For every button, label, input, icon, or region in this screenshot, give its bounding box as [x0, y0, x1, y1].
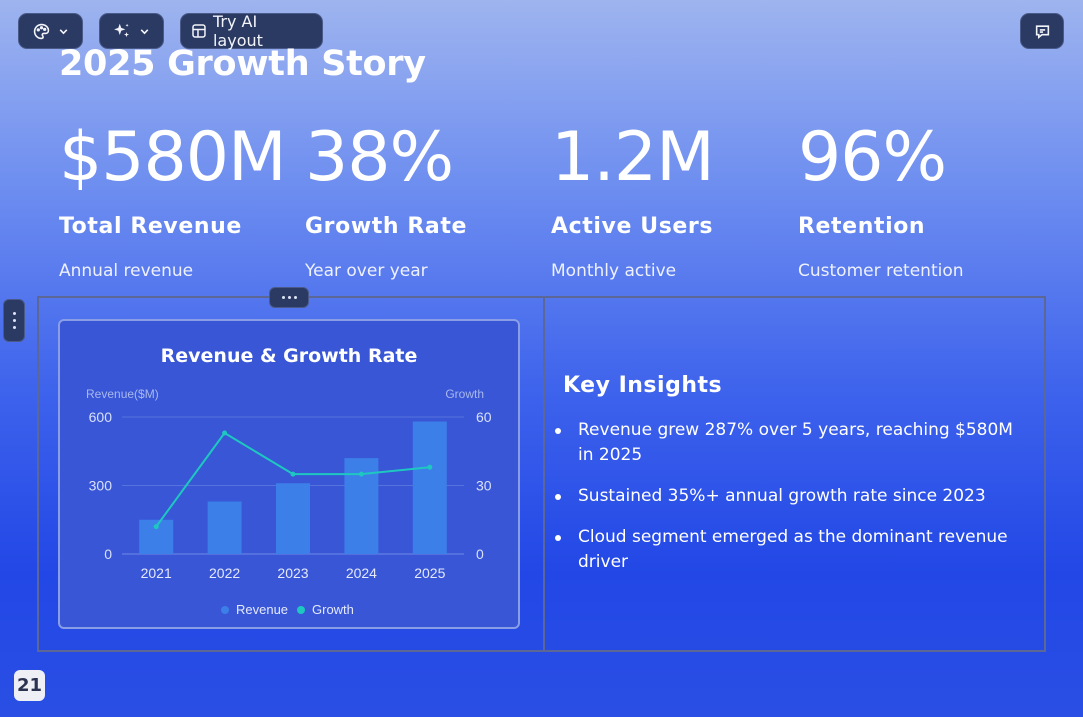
stat-description: Monthly active — [551, 261, 677, 281]
legend-growth-label: Growth — [312, 602, 354, 617]
stat-label: Total Revenue — [59, 214, 242, 239]
x-tick-label: 2023 — [277, 565, 308, 581]
stat-retention: 96% Retention Customer retention — [798, 118, 1038, 281]
insights-list: Revenue grew 287% over 5 years, reaching… — [555, 418, 1025, 591]
stat-value: $580M — [59, 118, 287, 197]
insight-item: Revenue grew 287% over 5 years, reaching… — [555, 418, 1025, 468]
chevron-down-icon — [59, 28, 67, 34]
x-tick-label: 2022 — [209, 565, 240, 581]
ai-button[interactable] — [99, 13, 164, 49]
stat-growth-rate: 38% Growth Rate Year over year — [305, 118, 545, 281]
column-divider[interactable] — [543, 298, 545, 650]
legend-revenue-label: Revenue — [236, 602, 288, 617]
layout-icon — [192, 24, 206, 38]
theme-button[interactable] — [18, 13, 83, 49]
stat-value: 38% — [305, 118, 454, 197]
y-axis-label: Revenue($M) — [86, 387, 159, 401]
stat-label: Growth Rate — [305, 214, 468, 239]
comment-button[interactable] — [1020, 13, 1064, 49]
legend-revenue-marker — [221, 606, 229, 614]
y2-tick-label: 30 — [476, 478, 492, 494]
y2-tick-label: 60 — [476, 409, 492, 425]
y-tick-label: 300 — [89, 478, 113, 494]
x-tick-label: 2024 — [346, 565, 377, 581]
stat-description: Customer retention — [798, 261, 964, 281]
stat-label: Active Users — [551, 214, 714, 239]
growth-point-2021 — [153, 524, 159, 530]
chart-canvas: Revenue & Growth Rate Revenue($M) Growth… — [86, 345, 492, 617]
try-ai-layout-button[interactable]: Try AI layout — [180, 12, 323, 50]
stat-active-users: 1.2M Active Users Monthly active — [551, 118, 791, 281]
palette-icon — [33, 23, 49, 39]
stat-value: 1.2M — [551, 118, 715, 197]
content-frame[interactable] — [37, 296, 1046, 652]
growth-point-2024 — [358, 471, 364, 477]
comment-icon — [1035, 24, 1049, 39]
row-drag-handle[interactable] — [269, 287, 309, 308]
stat-description: Year over year — [305, 261, 428, 281]
revenue-growth-chart[interactable]: Revenue & Growth Rate Revenue($M) Growth… — [58, 319, 520, 629]
y-tick-label: 0 — [104, 546, 112, 562]
stat-description: Annual revenue — [59, 261, 194, 281]
insight-item: Cloud segment emerged as the dominant re… — [555, 525, 1025, 575]
insight-item: Sustained 35%+ annual growth rate since … — [555, 484, 1025, 509]
chevron-down-icon — [140, 28, 149, 34]
y2-tick-label: 0 — [476, 546, 484, 562]
insights-title: Key Insights — [563, 373, 723, 398]
try-ai-layout-label: Try AI layout — [212, 12, 263, 50]
stat-total-revenue: $580M Total Revenue Annual revenue — [59, 118, 299, 281]
revenue-bar-2023 — [276, 483, 310, 554]
y2-axis-label: Growth — [445, 387, 484, 401]
x-tick-label: 2025 — [414, 565, 445, 581]
stat-label: Retention — [798, 214, 926, 239]
x-tick-label: 2021 — [141, 565, 172, 581]
chart-title: Revenue & Growth Rate — [161, 345, 418, 367]
slide-title: 2025 Growth Story — [59, 44, 426, 84]
page-number[interactable]: 21 — [14, 670, 45, 701]
revenue-bar-2022 — [207, 501, 242, 554]
growth-point-2023 — [290, 471, 296, 477]
stat-value: 96% — [798, 118, 947, 197]
growth-point-2025 — [427, 464, 433, 470]
legend-growth-marker — [297, 606, 305, 614]
sparkle-icon — [114, 23, 129, 38]
y-tick-label: 600 — [89, 409, 113, 425]
block-drag-handle[interactable] — [3, 299, 25, 342]
revenue-bar-2025 — [412, 421, 447, 554]
growth-point-2022 — [222, 430, 228, 436]
